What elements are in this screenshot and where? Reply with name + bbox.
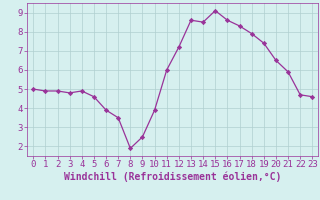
X-axis label: Windchill (Refroidissement éolien,°C): Windchill (Refroidissement éolien,°C) — [64, 172, 282, 182]
